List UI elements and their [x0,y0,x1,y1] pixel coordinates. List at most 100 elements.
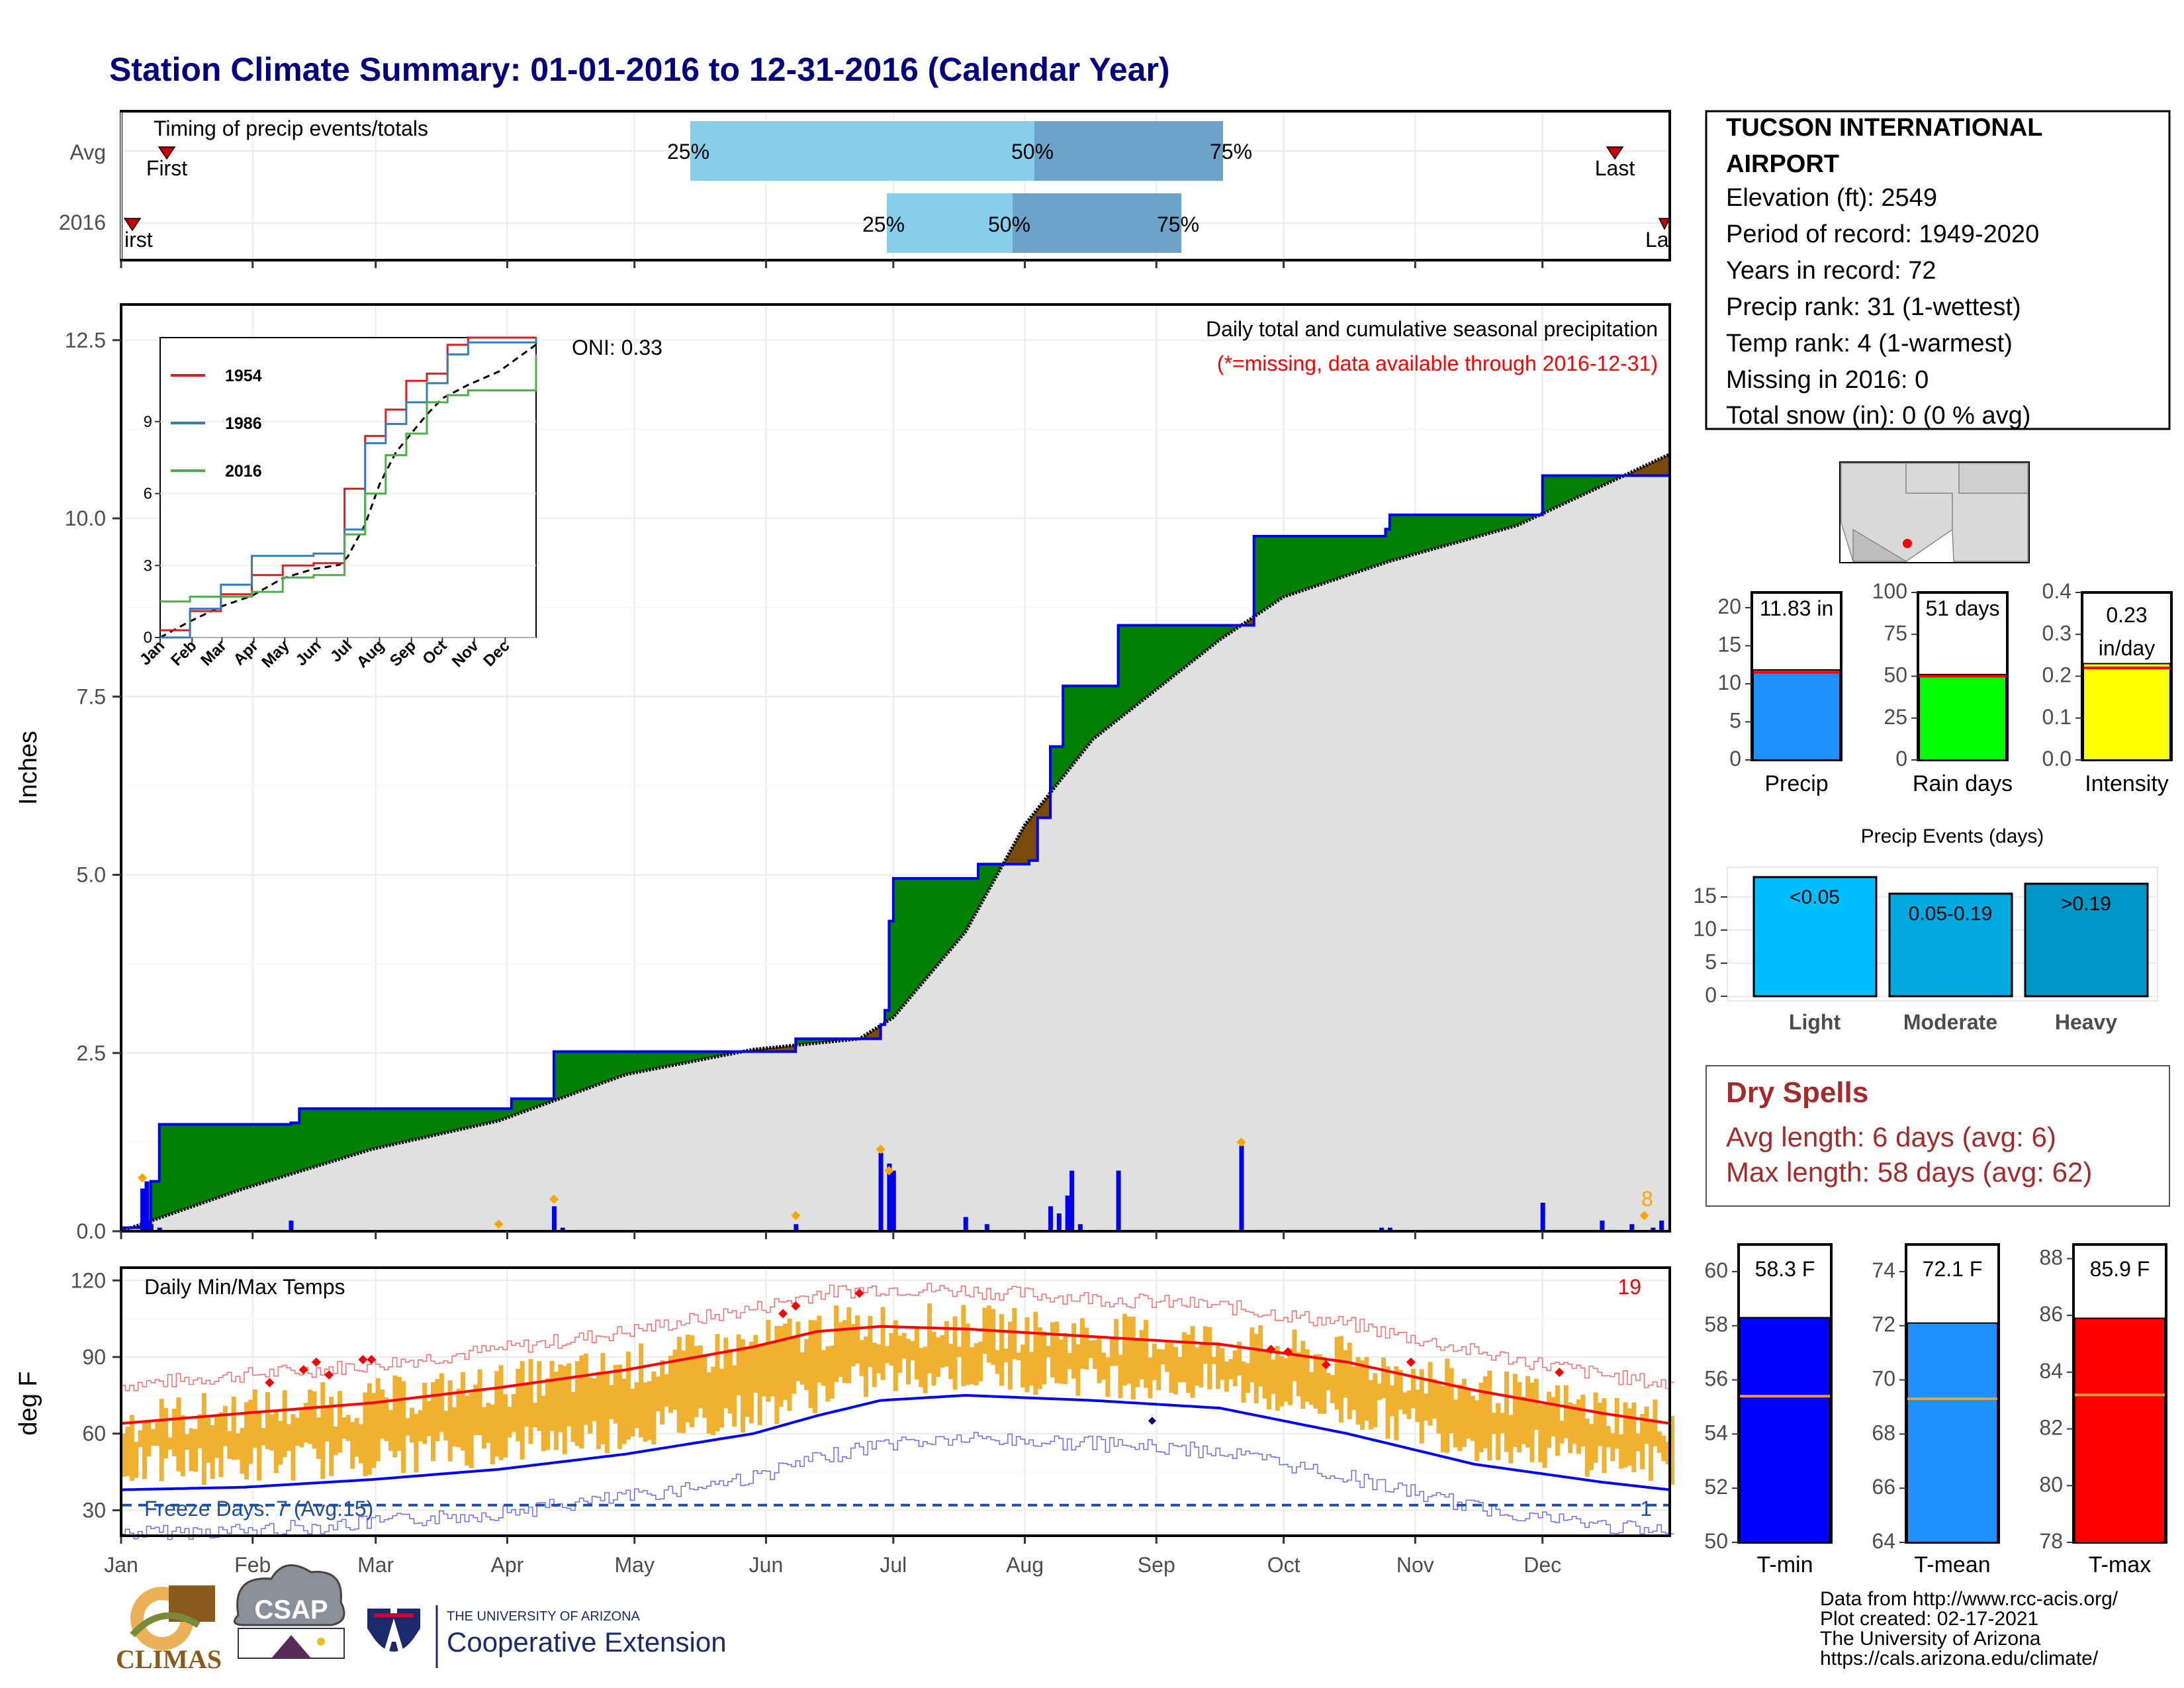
record-high-marker [265,1378,275,1387]
daily-temp-bar [146,1420,152,1457]
daily-temp-bar [651,1371,657,1445]
record-high-marker [854,1288,864,1298]
daily-temp-bar [1253,1333,1259,1404]
month-label: Jul [880,1553,907,1577]
stat-bar-label: Precip [1764,771,1828,796]
daily-temp-bar [1097,1338,1102,1383]
events-bar-name: <0.05 [1790,886,1840,908]
temp-ytick: 90 [82,1345,106,1369]
daily-temp-bar [1525,1376,1531,1448]
daily-temp-bar [914,1328,919,1380]
daily-temp-bar [1228,1359,1234,1380]
daily-temp-bar [625,1351,631,1440]
stat-bar-tick: 10 [1717,671,1741,694]
daily-temp-bar [1360,1360,1365,1430]
daily-temp-bar [923,1346,928,1393]
stat-bar-tick: 0 [1895,747,1907,771]
events-bar-label: Light [1789,1010,1841,1034]
daily-temp-bar [1496,1403,1501,1460]
daily-temp-bar [859,1340,864,1376]
daily-temp-bar [1432,1379,1437,1419]
daily-temp-bar [1232,1350,1238,1387]
daily-temp-bar [927,1303,933,1374]
temp-bar-fill [1739,1317,1831,1544]
daily-temp-bar [698,1345,703,1409]
daily-temp-bar [227,1431,232,1459]
month-label: Dec [1524,1553,1561,1577]
daily-temp-bar [1156,1349,1161,1390]
daily-temp-bar [723,1337,729,1409]
temp-bar-value: 58.3 F [1755,1257,1815,1281]
daily-temp-bar [1593,1392,1598,1463]
stat-bar-tick: 0.3 [2042,621,2071,645]
dry-spells-avg: Avg length: 6 days (avg: 6) [1726,1121,2056,1152]
precip-ylabel: Inches [15,731,42,805]
daily-temp-bar [558,1364,563,1432]
daily-temp-bar [134,1442,139,1478]
daily-temp-bar [443,1411,449,1440]
y2016-last-marker [1658,218,1671,230]
record-high-marker [358,1354,368,1364]
daily-temp-bar [1555,1385,1560,1456]
daily-precip-bar [289,1220,294,1231]
daily-temp-bar [1482,1376,1488,1448]
daily-temp-bar [1402,1392,1408,1415]
temp-bar-tick: 78 [2039,1529,2063,1553]
events-bar-name: >0.19 [2061,893,2111,915]
daily-temp-bar [1300,1340,1306,1409]
daily-temp-bar [1326,1373,1331,1391]
daily-temp-bar [1118,1354,1123,1398]
daily-temp-bar [1351,1366,1357,1410]
oni-label: ONI: 0.33 [572,336,662,359]
daily-temp-bar [817,1315,822,1383]
record-high-marker [1266,1344,1276,1354]
daily-temp-bar [719,1368,724,1428]
daily-temp-bar [940,1335,945,1368]
daily-temp-bar [447,1380,453,1462]
stat-bar-tick: 50 [1884,663,1907,687]
daily-temp-bar [520,1361,525,1460]
events-bar-label: Heavy [2055,1010,2118,1034]
dry-spells-box: Dry Spells Avg length: 6 days (avg: 6) M… [1706,1065,2170,1207]
events-title: Precip Events (days) [1861,825,2044,847]
daily-precip-bar [1239,1145,1244,1231]
daily-temp-bar [766,1319,771,1402]
daily-precip-bar [794,1224,799,1231]
daily-temp-bar [1440,1385,1445,1452]
daily-temp-bar [1466,1388,1471,1439]
daily-temp-bar [1529,1382,1535,1462]
daily-temp-bar [906,1338,911,1385]
daily-temp-bar [991,1309,996,1365]
record-low-marker [1148,1417,1156,1425]
daily-temp-bar [1517,1382,1522,1452]
y2016-50-75-bar [1013,193,1181,253]
daily-temp-bar [1046,1346,1051,1358]
daily-temp-bar [1551,1397,1556,1436]
daily-temp-bar [1275,1346,1280,1411]
daily-temp-bar [901,1333,907,1359]
daily-temp-bar [1016,1352,1021,1360]
avg-50-75-bar [1034,121,1223,181]
daily-precip-bar [157,1227,162,1231]
daily-temp-bar [189,1428,194,1472]
month-label: May [614,1553,654,1577]
daily-temp-bar [711,1366,716,1436]
daily-temp-bar [363,1392,368,1476]
climas-logo: CLIMAS [116,1585,222,1674]
daily-temp-bar [863,1336,868,1397]
daily-temp-bar [1114,1319,1119,1366]
daily-temp-bar [121,1433,126,1477]
daily-temp-bar [1559,1421,1565,1444]
daily-temp-bar [1122,1313,1127,1386]
stat-bar-tick: 20 [1717,594,1741,618]
temp-panel: 30 60 90 120 Daily Min/Max Temps 19 1 Freez… [15,1266,1675,1577]
avg-max-line [120,1325,1670,1425]
daily-temp-bar [855,1315,860,1364]
month-label: Sep [1138,1553,1175,1577]
daily-temp-bar [422,1383,428,1444]
daily-temp-bar [588,1377,593,1434]
record-high-marker [1406,1357,1416,1367]
daily-temp-bar [829,1345,835,1399]
daily-temp-bar [1160,1349,1165,1365]
daily-temp-bar [1580,1394,1586,1446]
